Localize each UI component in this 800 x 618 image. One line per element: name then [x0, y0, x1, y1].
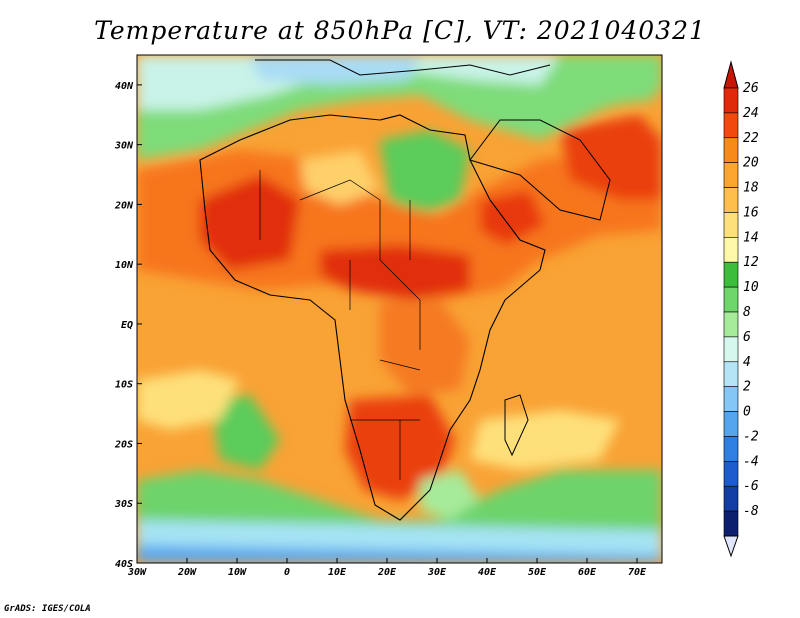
- colorbar-swatch: [723, 436, 739, 462]
- longitude-axis: 30W 20W 10W 0 10E 20E 30E 40E 50E 60E 70E: [127, 558, 647, 578]
- colorbar-swatch: [723, 510, 739, 537]
- credit-label: GrADS: IGES/COLA: [4, 604, 91, 614]
- lon-tick-label: 20E: [377, 567, 397, 578]
- colorbar-swatch: [723, 162, 739, 188]
- colorbar-level-label: 20: [743, 156, 759, 171]
- colorbar-level-label: 14: [743, 230, 759, 245]
- lat-tick-label: 40S: [115, 559, 133, 570]
- colorbar-swatch: [723, 461, 739, 487]
- colorbar-level-label: 24: [743, 106, 759, 121]
- lon-tick-label: 40E: [478, 567, 497, 578]
- map-title: Temperature at 850hPa [C], VT: 202104032…: [94, 16, 706, 45]
- lon-tick-label: 30E: [427, 567, 447, 578]
- colorbar-swatch: [723, 361, 739, 387]
- lat-tick-label: 30S: [114, 499, 133, 510]
- colorbar-level-label: 8: [743, 305, 751, 320]
- colorbar-level-label: 2: [743, 380, 751, 395]
- colorbar-top-arrow: [723, 60, 739, 89]
- lat-tick-label: 20N: [114, 200, 134, 211]
- colorbar-swatch: [723, 386, 739, 412]
- colorbar-swatch: [723, 286, 739, 313]
- colorbar-swatch: [723, 336, 739, 363]
- lon-tick-label: 0: [284, 567, 290, 578]
- temperature-field: [137, 55, 662, 563]
- colorbar-level-label: -4: [743, 454, 759, 469]
- colorbar-level-label: 18: [743, 181, 759, 196]
- lon-tick-label: 70E: [628, 567, 647, 578]
- lon-tick-label: 30W: [127, 567, 147, 578]
- colorbar-level-label: 26: [743, 81, 759, 96]
- colorbar-swatch: [723, 137, 739, 163]
- lon-tick-label: 60E: [578, 567, 597, 578]
- latitude-axis: 40N 30N 20N 10N EQ 10S 20S 30S 40S: [114, 81, 142, 570]
- colorbar-swatch: [723, 311, 739, 338]
- colorbar-swatch: [723, 212, 739, 238]
- colorbar-level-label: 0: [743, 405, 751, 420]
- lon-tick-label: 20W: [177, 567, 197, 578]
- colorbar-swatch: [723, 112, 739, 139]
- colorbar-swatch: [723, 261, 739, 288]
- colorbar-level-label: 16: [743, 205, 759, 220]
- colorbar-swatch: [723, 237, 739, 263]
- lon-tick-label: 10W: [228, 567, 247, 578]
- lat-tick-label: 10S: [115, 380, 133, 391]
- lat-tick-label: 30N: [114, 141, 134, 152]
- lat-tick-label: 40N: [115, 81, 134, 92]
- colorbar-level-label: 12: [743, 255, 759, 270]
- colorbar-swatch: [723, 87, 739, 114]
- colorbar-level-label: -2: [743, 429, 759, 444]
- colorbar-level-label: 6: [743, 330, 751, 345]
- colorbar-bottom-arrow: [723, 535, 739, 558]
- colorbar-level-label: -6: [743, 479, 759, 494]
- lat-tick-label: EQ: [121, 320, 133, 331]
- lon-tick-label: 50E: [528, 567, 547, 578]
- colorbar-level-label: 10: [743, 280, 759, 295]
- plot-frame: [136, 54, 663, 564]
- colorbar-swatch: [723, 187, 739, 213]
- lat-tick-label: 10N: [115, 260, 134, 271]
- colorbar-swatch: [723, 411, 739, 437]
- colorbar-level-label: 4: [743, 355, 751, 370]
- colorbar-level-label: 22: [743, 131, 759, 146]
- lat-tick-label: 20S: [114, 439, 133, 450]
- colorbar-level-label: -8: [743, 504, 759, 519]
- lon-tick-label: 10E: [328, 567, 347, 578]
- colorbar-swatch: [723, 485, 739, 512]
